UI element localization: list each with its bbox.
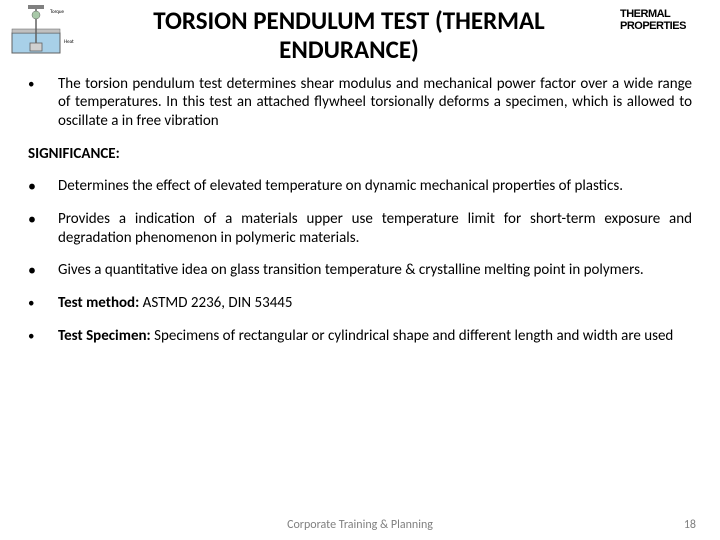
test-method-value: ASTMD 2236, DIN 53445 <box>139 294 292 312</box>
slide-content: • The torsion pendulum test determines s… <box>0 65 720 346</box>
sig1-text: Determines the effect of elevated temper… <box>58 177 692 196</box>
significance-item: • Provides a indication of a materials u… <box>28 210 692 248</box>
significance-item: • Determines the effect of elevated temp… <box>28 177 692 196</box>
intro-bullet: • The torsion pendulum test determines s… <box>28 75 692 131</box>
test-specimen-text: Test Specimen: Specimens of rectangular … <box>58 327 692 346</box>
test-specimen-value: Specimens of rectangular or cylindrical … <box>151 327 674 345</box>
bullet-round-icon: • <box>28 210 58 229</box>
sig2-text: Provides a indication of a materials upp… <box>58 210 692 248</box>
slide-footer: Corporate Training & Planning 18 <box>0 518 720 532</box>
bullet-dot-icon: • <box>28 294 58 311</box>
svg-text:PROPERTIES: PROPERTIES <box>620 20 686 32</box>
bullet-dot-icon: • <box>28 327 58 344</box>
svg-text:THERMAL: THERMAL <box>620 8 671 20</box>
bullet-dot-icon: • <box>28 75 58 92</box>
test-specimen-bullet: • Test Specimen: Specimens of rectangula… <box>28 327 692 346</box>
thermal-properties-logo: THERMAL PROPERTIES <box>620 5 710 37</box>
test-method-text: Test method: ASTMD 2236, DIN 53445 <box>58 294 692 313</box>
page-number: 18 <box>684 518 696 532</box>
test-specimen-label: Test Specimen: <box>58 327 151 345</box>
significance-item: • Gives a quantitative idea on glass tra… <box>28 261 692 280</box>
bullet-round-icon: • <box>28 261 58 280</box>
footer-text: Corporate Training & Planning <box>287 518 433 532</box>
pendulum-diagram: Torque Heat <box>10 5 78 57</box>
test-method-label: Test method: <box>58 294 139 312</box>
svg-text:Heat: Heat <box>64 39 74 45</box>
intro-text: The torsion pendulum test determines she… <box>58 75 692 131</box>
significance-heading: SIGNIFICANCE: <box>28 145 692 163</box>
slide-title: TORSION PENDULUM TEST (THERMAL ENDURANCE… <box>86 5 616 65</box>
svg-text:Torque: Torque <box>50 9 65 15</box>
test-method-bullet: • Test method: ASTMD 2236, DIN 53445 <box>28 294 692 313</box>
bullet-round-icon: • <box>28 177 58 196</box>
sig3-text: Gives a quantitative idea on glass trans… <box>58 261 692 280</box>
